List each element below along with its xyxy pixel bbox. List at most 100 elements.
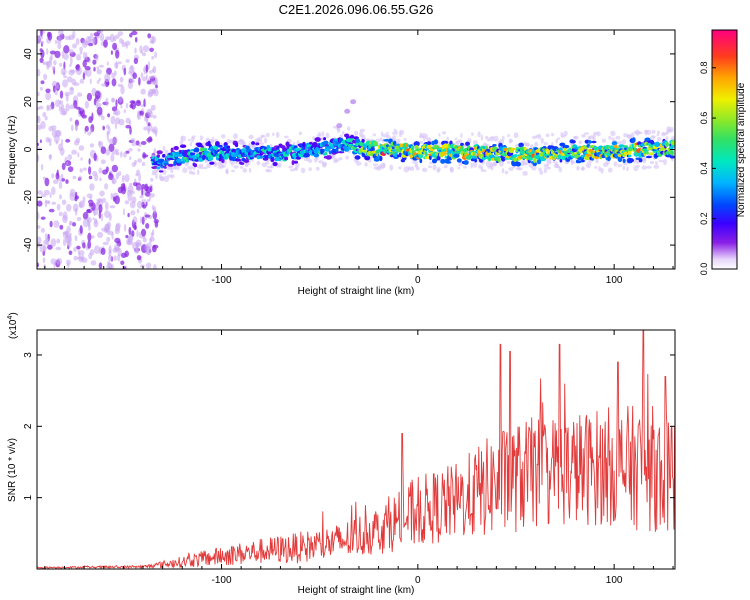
noise-blob <box>82 211 89 220</box>
ridge-halo <box>583 132 590 135</box>
noise-blob <box>79 46 83 53</box>
ridge-halo <box>581 166 585 171</box>
noise-blob <box>140 228 147 237</box>
ridge-cell <box>559 147 563 152</box>
noise-blob <box>131 230 135 237</box>
noise-blob <box>73 246 77 253</box>
ridge-halo <box>325 132 330 139</box>
ridge-halo <box>665 136 669 142</box>
noise-blob <box>65 138 71 143</box>
ridge-cell <box>528 155 533 161</box>
ridge-halo <box>526 142 530 147</box>
ridge-halo <box>429 161 434 165</box>
ridge-halo <box>471 132 474 136</box>
ridge-halo <box>200 165 204 170</box>
ridge-cell <box>234 158 242 162</box>
ridge-halo <box>656 130 661 135</box>
noise-blob <box>145 262 152 269</box>
ridge-halo <box>598 166 602 172</box>
noise-blob <box>93 152 97 161</box>
ridge-halo <box>211 136 215 143</box>
noise-blob <box>123 224 127 232</box>
ridge-cell <box>617 157 623 163</box>
noise-blob <box>82 59 87 68</box>
noise-blob <box>62 79 68 88</box>
noise-blob <box>94 218 98 225</box>
noise-blob <box>58 181 63 190</box>
ridge-halo <box>170 174 175 179</box>
noise-blob <box>37 190 43 195</box>
ridge-halo <box>392 131 396 135</box>
x-tick-label: -100 <box>212 575 232 586</box>
ridge-cell <box>633 147 637 152</box>
ridge-cell <box>207 156 214 161</box>
noise-blob <box>81 257 88 264</box>
ridge-cell <box>413 141 420 147</box>
ridge-cell <box>235 142 239 148</box>
ridge-cell <box>293 160 299 164</box>
ridge-cell <box>563 144 570 149</box>
noise-blob <box>88 43 93 47</box>
ridge-halo <box>572 161 576 164</box>
noise-blob <box>48 140 52 147</box>
ridge-halo <box>322 161 327 167</box>
ridge-cell <box>399 143 404 148</box>
noise-blob <box>139 264 145 268</box>
ridge-halo <box>653 164 659 169</box>
noise-blob <box>76 106 81 110</box>
noise-blob <box>125 102 129 109</box>
ridge-cell <box>453 153 460 158</box>
noise-blob <box>61 162 66 171</box>
ridge-halo <box>617 164 623 167</box>
noise-blob <box>88 202 94 207</box>
noise-blob <box>137 158 143 163</box>
noise-blob <box>79 168 83 173</box>
noise-blob <box>51 125 57 130</box>
ridge-halo <box>409 166 415 171</box>
ridge-cell <box>559 158 563 163</box>
ridge-halo <box>578 140 583 145</box>
noise-blob <box>143 98 146 107</box>
ridge-cell <box>239 162 245 165</box>
noise-blob <box>70 124 74 132</box>
ridge-halo <box>181 135 186 142</box>
noise-blob <box>71 149 77 155</box>
noise-blob <box>127 185 134 193</box>
ridge-cell <box>370 146 375 152</box>
noise-blob <box>140 88 146 95</box>
noise-blob <box>127 193 133 202</box>
ridge-halo <box>192 135 196 140</box>
noise-blob <box>140 49 143 55</box>
noise-blob <box>145 223 150 229</box>
noise-blob <box>99 190 105 197</box>
noise-blob <box>134 36 138 43</box>
noise-blob <box>132 72 137 79</box>
noise-blob <box>106 61 109 66</box>
noise-blob <box>120 85 125 95</box>
ridge-halo <box>545 133 550 137</box>
noise-blob <box>135 140 140 146</box>
noise-blob <box>56 238 61 244</box>
ridge-halo <box>657 137 662 141</box>
noise-blob <box>40 30 43 37</box>
noise-blob <box>51 173 55 179</box>
noise-blob <box>49 192 52 199</box>
noise-blob <box>111 164 119 173</box>
noise-blob <box>84 66 91 71</box>
spur-point <box>336 123 343 129</box>
ridge-cell <box>410 145 415 151</box>
noise-blob <box>40 227 46 233</box>
colorbar-tick-label: 0.0 <box>699 263 709 276</box>
noise-blob <box>119 151 123 158</box>
ridge-halo <box>485 136 489 140</box>
ridge-cell <box>594 156 599 160</box>
ridge-cell <box>645 155 653 159</box>
noise-blob <box>56 169 59 177</box>
ridge-cell <box>611 141 618 146</box>
noise-blob <box>37 142 40 147</box>
ridge-halo <box>499 160 504 167</box>
ridge-halo <box>622 165 626 171</box>
noise-blob <box>66 161 69 165</box>
ridge-cell <box>591 140 597 144</box>
noise-blob <box>124 174 130 183</box>
